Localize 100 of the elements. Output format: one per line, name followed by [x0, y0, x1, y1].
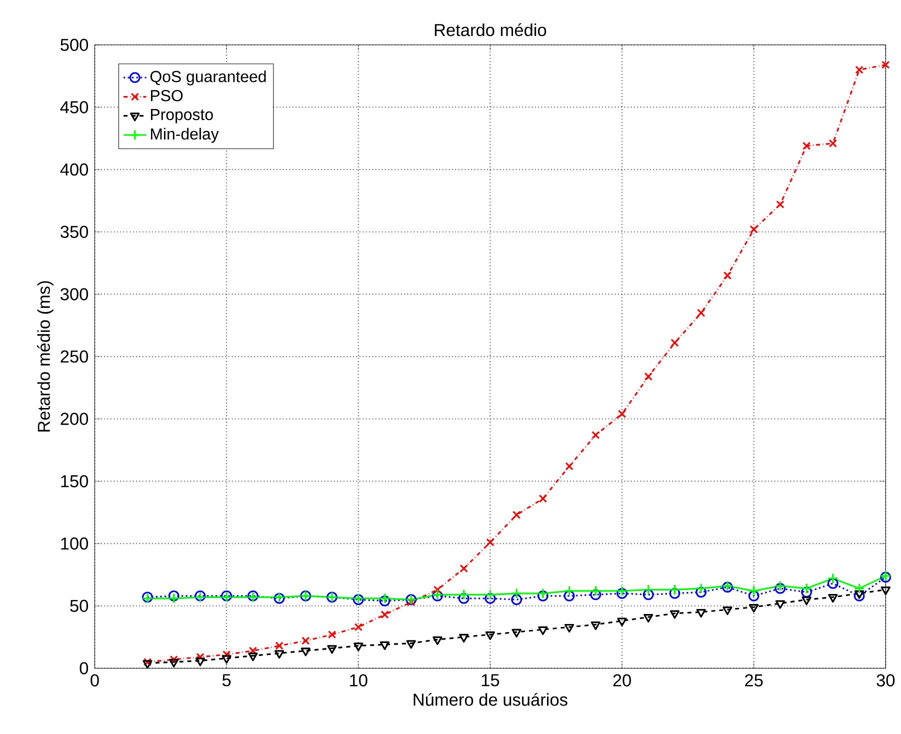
x-tick-label: 10: [350, 674, 368, 686]
point: [669, 584, 680, 596]
x-tick-label: 25: [745, 674, 763, 686]
point: [275, 642, 284, 650]
point: [538, 494, 548, 503]
point: [590, 621, 600, 630]
point: [802, 142, 811, 150]
y-tick-label: 50: [70, 600, 88, 612]
point: [616, 585, 628, 596]
point: [168, 592, 180, 604]
point: [143, 658, 152, 666]
point: [882, 60, 890, 69]
point: [827, 578, 838, 589]
point: [302, 636, 310, 645]
point: [222, 655, 232, 664]
point: [776, 200, 784, 209]
x-tick-label: 15: [482, 674, 500, 686]
point: [854, 590, 865, 602]
point: [196, 652, 204, 662]
point: [828, 139, 837, 148]
y-tick-label: 0: [80, 662, 88, 674]
point: [168, 590, 180, 602]
point: [748, 585, 760, 596]
point: [222, 650, 231, 659]
point: [696, 582, 707, 594]
x-tick-label: 20: [613, 674, 631, 686]
point: [801, 582, 812, 594]
point: [590, 589, 602, 600]
legend-label: QoS guaranteed: [150, 70, 266, 86]
point: [644, 372, 652, 381]
point: [802, 596, 812, 606]
point: [407, 598, 416, 606]
point: [670, 610, 680, 619]
point: [380, 641, 390, 650]
point: [827, 572, 838, 584]
point: [486, 538, 494, 546]
point: [512, 628, 522, 638]
x-axis-title: Número de usuários: [414, 692, 568, 706]
point: [328, 630, 336, 639]
point: [670, 338, 679, 347]
point: [590, 585, 602, 596]
point: [616, 588, 628, 599]
y-tick-label: 200: [60, 412, 88, 425]
point: [484, 592, 496, 604]
point: [433, 586, 442, 594]
point: [512, 510, 521, 519]
point: [248, 652, 258, 662]
point: [828, 594, 838, 603]
point: [460, 564, 468, 573]
point: [697, 308, 706, 317]
point: [484, 589, 496, 600]
point: [511, 588, 522, 599]
point: [748, 604, 759, 613]
point: [564, 590, 575, 602]
point: [195, 658, 206, 666]
point: [458, 592, 470, 604]
point: [669, 588, 680, 599]
point: [564, 585, 575, 596]
y-tick-label: 450: [60, 101, 88, 114]
point: [617, 618, 627, 626]
point: [642, 589, 654, 600]
point: [327, 645, 337, 654]
point: [750, 225, 758, 234]
y-tick-label: 250: [60, 350, 88, 363]
point: [354, 622, 362, 632]
chart-title: Retardo médio: [434, 23, 546, 36]
point: [406, 640, 416, 649]
point: [458, 634, 469, 642]
x-tick-label: 5: [222, 674, 231, 686]
point: [723, 271, 732, 280]
point: [538, 626, 548, 635]
point: [801, 586, 812, 598]
point: [379, 595, 390, 606]
point: [775, 600, 786, 609]
legend-label: Min-delay: [151, 128, 219, 143]
point: [774, 580, 786, 592]
x-tick-label: 0: [90, 674, 99, 686]
point: [300, 648, 310, 656]
y-tick-label: 350: [60, 226, 88, 238]
point: [485, 631, 496, 640]
point: [774, 582, 786, 594]
point: [565, 462, 574, 470]
point: [748, 590, 760, 602]
point: [537, 588, 548, 599]
y-tick-label: 100: [61, 537, 88, 550]
point: [432, 636, 442, 645]
point: [696, 608, 706, 618]
point: [618, 410, 626, 418]
point: [854, 582, 865, 594]
point: [142, 660, 152, 669]
point: [537, 590, 548, 602]
y-tick-label: 400: [60, 163, 88, 176]
legend-label: Proposto: [151, 109, 213, 124]
point: [592, 430, 600, 440]
point: [642, 584, 654, 596]
y-tick-label: 300: [60, 288, 88, 300]
point: [170, 655, 178, 664]
point: [380, 610, 389, 619]
legend-label: PSO: [151, 90, 183, 102]
point: [644, 614, 654, 623]
